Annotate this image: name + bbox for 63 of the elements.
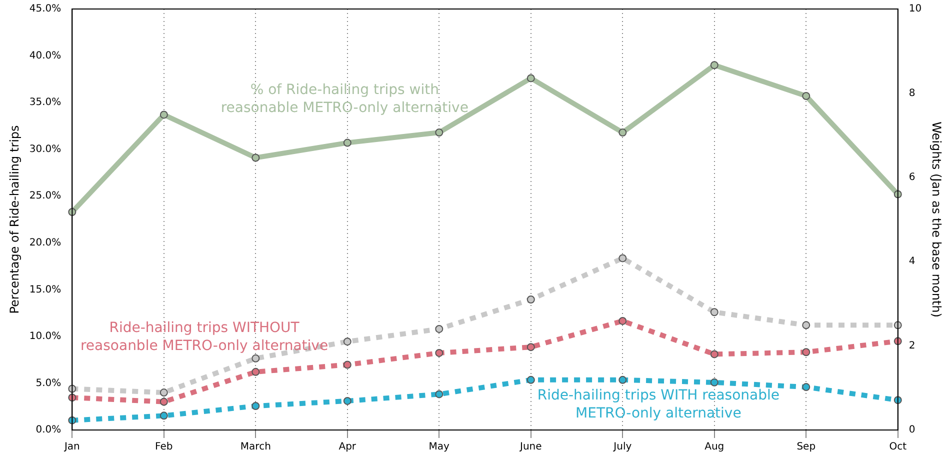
x-tick-label: Oct — [889, 442, 907, 453]
point — [435, 324, 444, 333]
point — [160, 388, 168, 397]
point — [802, 92, 810, 100]
point — [160, 412, 168, 420]
series-label: % of Ride-hailing trips with reasonable METRO-only alternative — [220, 82, 468, 116]
x-tick-label: June — [519, 442, 542, 453]
point — [526, 376, 535, 384]
y2-tick-label: 4 — [908, 256, 916, 268]
point — [435, 348, 444, 357]
point — [343, 138, 352, 147]
y-tick-label: 0.0% — [36, 424, 62, 436]
y-tick-label: 10.0% — [29, 331, 62, 342]
point — [802, 348, 810, 356]
y2-tick-label: 8 — [908, 88, 916, 99]
x-tick-label: March — [240, 442, 271, 453]
y2-tick-label: 0 — [908, 424, 916, 436]
point — [343, 396, 352, 405]
y-tick-label: 45.0% — [29, 4, 62, 15]
point — [710, 61, 718, 70]
point — [252, 354, 260, 362]
x-tick-label: Aug — [704, 442, 724, 453]
y-axis-title: Percentage of Ride-hailing trips — [7, 125, 22, 314]
x-tick-label: Feb — [155, 442, 173, 453]
point — [618, 376, 627, 384]
point — [618, 128, 627, 136]
x-tick-label: May — [428, 442, 450, 453]
point — [160, 110, 168, 119]
y-tick-label: 30.0% — [29, 144, 62, 155]
y-tick-label: 5.0% — [36, 378, 62, 389]
point — [435, 128, 444, 136]
point — [802, 321, 810, 330]
x-tick-label: Apr — [338, 442, 357, 453]
point — [618, 254, 627, 262]
series-label: Ride-hailing trips WITHOUT reasoanble METRO-only alternative — [80, 320, 328, 354]
y-tick-label: 15.0% — [29, 284, 62, 296]
x-tick-label: Sep — [796, 442, 816, 453]
point — [252, 402, 260, 410]
point — [252, 154, 260, 162]
y-tick-label: 20.0% — [29, 237, 62, 248]
y2-tick-label: 2 — [908, 340, 916, 352]
point — [618, 316, 627, 325]
point — [526, 74, 535, 82]
y-tick-label: 40.0% — [29, 50, 62, 62]
point — [343, 360, 352, 369]
point — [526, 295, 535, 304]
x-tick-label: Jan — [63, 442, 80, 453]
y2-axis-title: Weights (Jan as the base month) — [930, 122, 944, 318]
point — [160, 398, 168, 406]
y-tick-label: 25.0% — [29, 190, 62, 202]
y-tick-label: 35.0% — [29, 97, 62, 108]
point — [252, 368, 260, 376]
point — [343, 338, 352, 346]
point — [710, 378, 718, 386]
y2-tick-label: 6 — [908, 172, 916, 183]
y2-tick-label: 10 — [908, 4, 922, 15]
x-tick-label: July — [612, 442, 632, 453]
point — [710, 350, 718, 358]
point — [710, 308, 718, 316]
point — [435, 390, 444, 398]
point — [802, 383, 810, 392]
series-label: Ride-hailing trips WITH reasonable METRO-only alternative — [537, 387, 780, 422]
point — [526, 343, 535, 352]
